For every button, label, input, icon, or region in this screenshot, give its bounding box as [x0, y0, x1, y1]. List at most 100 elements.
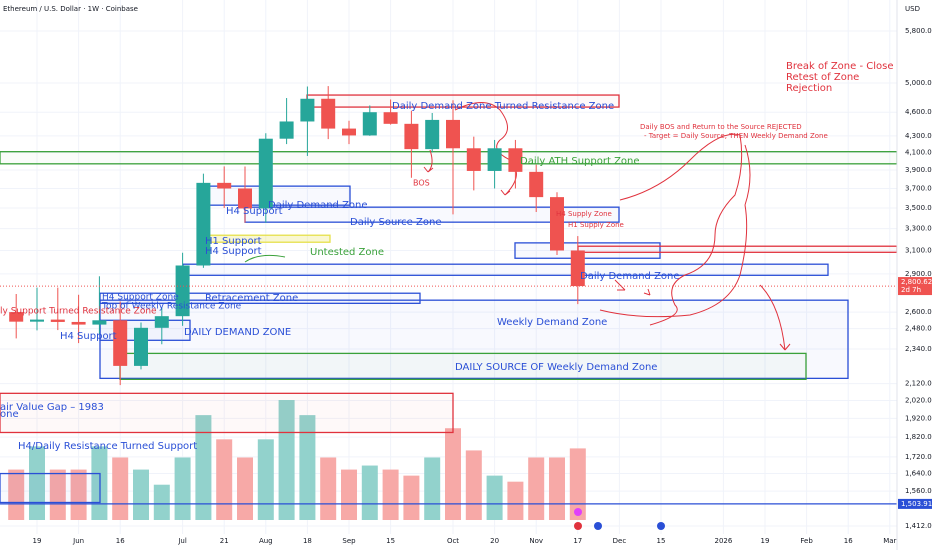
- candle-body: [529, 171, 544, 198]
- y-tick-label: 3,900.00: [905, 166, 932, 174]
- drawn-arrow: [423, 149, 434, 173]
- annotation: Daily Source Zone: [350, 217, 441, 228]
- candle-body: [425, 119, 440, 150]
- volume-bar: [361, 465, 378, 520]
- y-tick-label: 1,412.00: [905, 522, 932, 530]
- event-icon: [657, 522, 665, 530]
- countdown-label: 2d 7h: [901, 286, 921, 294]
- zone: [514, 242, 661, 259]
- drawn-line: [244, 254, 286, 263]
- y-tick-label: 2,340.00: [905, 345, 932, 353]
- x-tick-label: Dec: [613, 537, 627, 545]
- y-tick-label: 5,000.00: [905, 79, 932, 87]
- x-tick-label: Feb: [800, 537, 813, 545]
- y-tick-label: 2,120.00: [905, 380, 932, 388]
- annotation: DAILY DEMAND ZONE: [184, 327, 291, 338]
- annotation: Daily Demand Zone Turned Resistance Zone: [392, 101, 614, 112]
- volume-bar: [341, 469, 357, 520]
- annotation: H4 Supply Zone: [556, 210, 612, 218]
- volume-bar: [507, 481, 524, 520]
- x-tick-label: Jun: [72, 537, 84, 545]
- annotation: H4 Support: [205, 246, 262, 257]
- x-tick-label: 20: [490, 537, 499, 545]
- volume-bar: [49, 469, 66, 520]
- volume-bar: [486, 475, 503, 520]
- volume-bar: [70, 469, 87, 520]
- volume-bar: [237, 457, 253, 520]
- volume-bar: [465, 450, 482, 520]
- volume-bar: [257, 439, 274, 520]
- annotation: Daily BOS and Return to the Source REJEC…: [640, 123, 802, 131]
- volume-bar: [403, 475, 420, 520]
- drawings: [244, 102, 791, 351]
- price-axis-bg: [897, 0, 932, 550]
- annotation: H1 Support: [205, 236, 262, 247]
- annotation: H4 Support Zone: [102, 293, 179, 303]
- x-tick-label: 2026: [714, 537, 732, 545]
- candle-body: [30, 319, 44, 322]
- candle-body: [50, 319, 65, 322]
- candle-body: [342, 128, 356, 136]
- annotation: Rejection: [786, 83, 832, 94]
- annotation: - Target = Daily Source, THEN Weekly Dem…: [644, 132, 828, 140]
- event-icon: [574, 508, 582, 516]
- annotation: Retest of Zone: [786, 72, 859, 83]
- volume-bar: [528, 457, 545, 520]
- annotation: Daily ATH Support Zone: [520, 156, 640, 167]
- volume-bar: [549, 457, 565, 520]
- drawn-arrow: [614, 279, 626, 291]
- volume-bar: [445, 428, 461, 520]
- volume-bar: [424, 457, 441, 520]
- candle-body: [113, 320, 128, 366]
- event-icon: [574, 522, 582, 530]
- y-tick-label: 3,100.00: [905, 246, 932, 254]
- candle-body: [92, 320, 107, 325]
- x-tick-label: Aug: [259, 537, 273, 545]
- volume-bar: [195, 415, 212, 520]
- y-tick-label: 2,600.00: [905, 308, 932, 316]
- zone: [0, 472, 101, 504]
- currency-label: USD: [905, 5, 920, 13]
- event-icon: [594, 522, 602, 530]
- annotation: Daily Demand Zone: [580, 271, 680, 282]
- volume-bar: [174, 457, 191, 520]
- candle-body: [508, 148, 523, 172]
- annotation: Break of Zone - Close: [786, 61, 894, 72]
- drawn-line: [599, 144, 751, 318]
- y-tick-label: 3,500.00: [905, 204, 932, 212]
- volume-bar: [153, 484, 170, 520]
- candle-body: [321, 98, 336, 129]
- level-label: 1,503.91: [901, 500, 932, 508]
- zone: [577, 245, 898, 253]
- candle-body: [550, 197, 564, 251]
- x-tick-label: 18: [303, 537, 312, 545]
- candle-body: [175, 265, 190, 317]
- annotation: ly Support Turned Resistance Zone: [0, 307, 157, 317]
- zone: [182, 263, 829, 276]
- candle-body: [466, 148, 481, 171]
- volume-bar: [382, 469, 399, 520]
- annotation: BOS: [413, 179, 430, 188]
- x-tick-label: 15: [386, 537, 395, 545]
- candle-body: [196, 182, 211, 266]
- y-tick-label: 4,300.00: [905, 132, 932, 140]
- drawn-arrow: [759, 284, 791, 351]
- last-price-box: [898, 277, 932, 296]
- annotation: H4/Daily Resistance Turned Support: [18, 441, 197, 452]
- price-layer: Daily Demand Zone Turned Resistance Zone…: [0, 61, 897, 505]
- x-tick-label: 21: [220, 537, 229, 545]
- volume-bar: [320, 457, 337, 520]
- level-box: [898, 498, 932, 509]
- annotation: Daily Demand Zone: [268, 200, 368, 211]
- candle-body: [279, 121, 294, 139]
- volume-bar: [216, 439, 233, 520]
- volume-bar: [29, 446, 45, 520]
- x-tick-label: Mar: [883, 537, 896, 545]
- y-tick-label: 2,020.00: [905, 397, 932, 405]
- chart-title: Ethereum / U.S. Dollar · 1W · Coinbase: [3, 5, 138, 13]
- y-tick-label: 2,480.00: [905, 325, 932, 333]
- x-tick-label: Jul: [177, 537, 187, 545]
- x-tick-label: Sep: [342, 537, 356, 545]
- annotation: Retracement Zone: [205, 293, 298, 304]
- y-tick-label: 1,640.00: [905, 470, 932, 478]
